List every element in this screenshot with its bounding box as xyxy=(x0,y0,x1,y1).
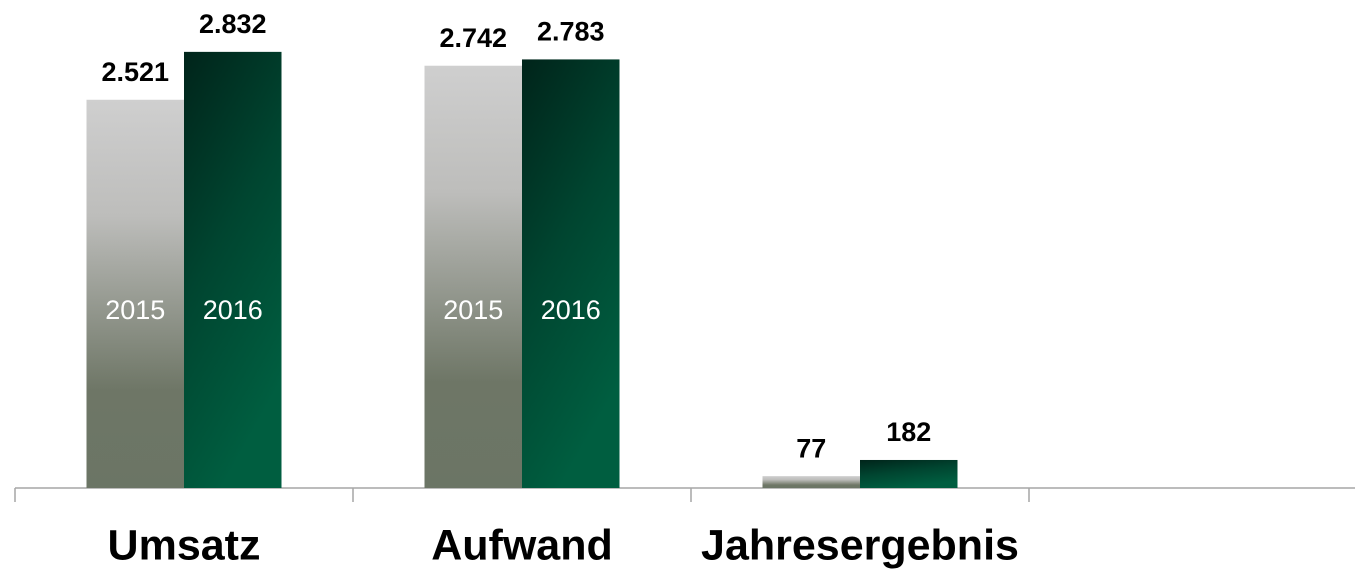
series-label: 2015 xyxy=(105,295,165,325)
value-label: 2.742 xyxy=(439,23,507,53)
x-tick-label: Jahresergebnis xyxy=(701,521,1019,569)
bar xyxy=(424,65,522,489)
value-label: 182 xyxy=(886,417,931,447)
series-label: 2016 xyxy=(203,295,263,325)
value-label: 2.521 xyxy=(101,57,169,87)
bar xyxy=(860,459,958,488)
x-tick-label: Umsatz xyxy=(108,521,261,569)
bar xyxy=(522,59,620,488)
series-label: 2015 xyxy=(443,295,503,325)
bar xyxy=(184,51,282,488)
value-label: 77 xyxy=(796,433,826,463)
bar xyxy=(86,99,184,489)
series-label: 2016 xyxy=(541,295,601,325)
x-tick-label: Aufwand xyxy=(431,521,613,569)
value-label: 2.832 xyxy=(199,9,267,39)
value-label: 2.783 xyxy=(537,17,605,47)
bar xyxy=(762,476,860,488)
